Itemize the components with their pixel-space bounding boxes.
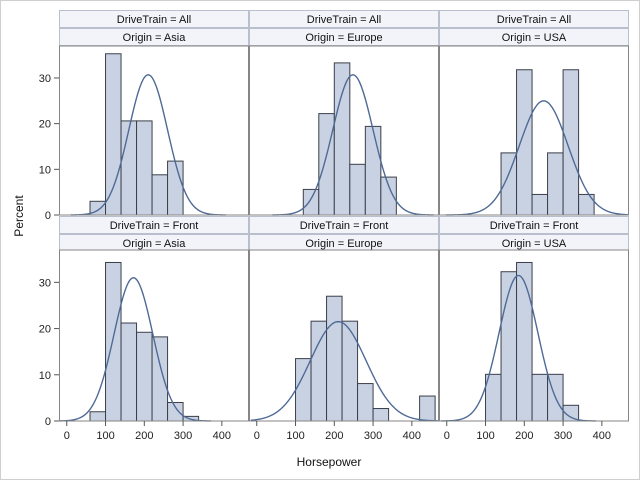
panel-header-box bbox=[439, 216, 629, 234]
x-tick-label: 400 bbox=[403, 430, 421, 442]
histogram-bar bbox=[531, 193, 549, 216]
x-tick-label: 100 bbox=[476, 430, 494, 442]
y-tick-label: 20 bbox=[39, 324, 51, 336]
panel-header-origin: Origin = Europe bbox=[305, 238, 382, 250]
y-tick-label: 0 bbox=[45, 210, 51, 222]
y-tick-label: 20 bbox=[39, 119, 51, 131]
x-tick-label: 300 bbox=[364, 430, 382, 442]
histogram-bar bbox=[500, 152, 518, 216]
panel-header-box bbox=[249, 10, 439, 28]
x-tick-label: 100 bbox=[286, 430, 304, 442]
panel-header-drivetrain: DriveTrain = Front bbox=[300, 220, 389, 232]
x-tick-label: 400 bbox=[213, 430, 231, 442]
histogram-bar bbox=[531, 373, 549, 422]
panel-header-origin: Origin = Asia bbox=[123, 32, 187, 44]
panel-header-drivetrain: DriveTrain = Front bbox=[490, 220, 579, 232]
panel-header-origin: Origin = USA bbox=[502, 32, 567, 44]
histogram-bar bbox=[364, 125, 382, 216]
density-curve bbox=[250, 320, 439, 422]
histogram-bar bbox=[372, 408, 390, 422]
x-tick-label: 100 bbox=[96, 430, 114, 442]
histogram-bar bbox=[136, 120, 153, 216]
x-tick-label: 0 bbox=[444, 430, 450, 442]
panel-frame bbox=[249, 249, 439, 422]
histogram-bar bbox=[120, 322, 138, 422]
x-tick-label: 300 bbox=[554, 430, 572, 442]
histogram-bar bbox=[151, 336, 169, 422]
y-tick-label: 30 bbox=[39, 73, 51, 85]
density-curve bbox=[59, 277, 212, 422]
x-tick-label: 0 bbox=[64, 430, 70, 442]
histogram-bar bbox=[310, 320, 328, 422]
histogram-bar bbox=[547, 152, 564, 216]
x-tick-label: 200 bbox=[325, 430, 343, 442]
panel-header-origin: Origin = USA bbox=[502, 238, 567, 250]
y-tick-label: 10 bbox=[39, 164, 51, 176]
panel-header-drivetrain: DriveTrain = All bbox=[497, 14, 571, 26]
panel-header-origin: Origin = Europe bbox=[305, 32, 382, 44]
panel-header-drivetrain: DriveTrain = Front bbox=[110, 220, 199, 232]
panel-plot-area bbox=[439, 46, 629, 215]
histogram-bar bbox=[167, 402, 184, 422]
x-axis-title: Horsepower bbox=[297, 455, 362, 469]
x-tick-label: 400 bbox=[593, 430, 611, 442]
histogram-bar bbox=[105, 53, 122, 216]
y-tick-label: 0 bbox=[45, 416, 51, 428]
histogram-bar bbox=[120, 120, 138, 216]
histogram-bar bbox=[357, 383, 374, 422]
histogram-bar bbox=[89, 411, 107, 422]
panel-header-box bbox=[59, 216, 249, 234]
density-curve bbox=[440, 274, 597, 422]
x-tick-label: 0 bbox=[254, 430, 260, 442]
histogram-bar bbox=[105, 261, 122, 422]
x-tick-label: 200 bbox=[135, 430, 153, 442]
y-tick-label: 10 bbox=[39, 370, 51, 382]
panel-header-drivetrain: DriveTrain = All bbox=[117, 14, 191, 26]
y-tick-label: 30 bbox=[39, 277, 51, 289]
histogram-bar bbox=[333, 62, 351, 216]
histogram-bar bbox=[419, 395, 436, 422]
x-tick-label: 300 bbox=[174, 430, 192, 442]
y-axis-title: Percent bbox=[12, 195, 26, 237]
histogram-bar bbox=[295, 358, 312, 422]
panel-frame bbox=[439, 249, 629, 422]
histogram-bar bbox=[516, 69, 533, 216]
histogram-bar bbox=[516, 261, 533, 422]
panel-frame bbox=[59, 45, 249, 216]
histogram-bar bbox=[318, 113, 335, 216]
panel-header-box bbox=[439, 10, 629, 28]
panel-frame bbox=[59, 249, 249, 422]
panel-header-origin: Origin = Asia bbox=[123, 238, 187, 250]
histogram-bar bbox=[302, 188, 320, 216]
histogram-bar bbox=[341, 320, 359, 422]
histogram-bar bbox=[349, 163, 366, 216]
panel-header-drivetrain: DriveTrain = All bbox=[307, 14, 381, 26]
histogram-bar bbox=[136, 331, 153, 422]
panel-header-box bbox=[249, 216, 439, 234]
x-tick-label: 200 bbox=[515, 430, 533, 442]
histogram-bar bbox=[167, 160, 184, 216]
density-curve bbox=[445, 100, 629, 216]
histogram-bar bbox=[151, 174, 169, 216]
panel-frame bbox=[249, 45, 439, 216]
panel-header-box bbox=[59, 10, 249, 28]
histogram-bar bbox=[326, 295, 343, 422]
density-curve bbox=[272, 74, 434, 216]
panel-frame bbox=[439, 45, 629, 216]
density-curve bbox=[70, 74, 226, 216]
histogram-bar bbox=[562, 69, 580, 216]
